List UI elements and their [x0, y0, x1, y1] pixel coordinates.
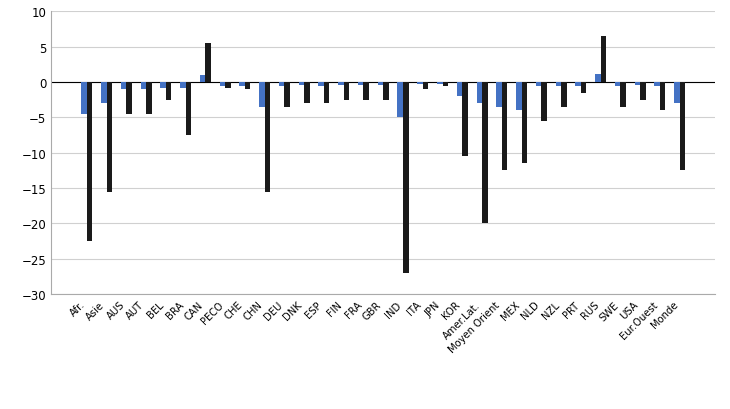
- Bar: [462, 83, 468, 157]
- Bar: [259, 83, 265, 108]
- Bar: [542, 83, 547, 121]
- Bar: [338, 83, 344, 85]
- Bar: [245, 83, 250, 90]
- Bar: [496, 83, 502, 108]
- Bar: [324, 83, 329, 104]
- Bar: [265, 83, 270, 192]
- Bar: [358, 83, 364, 85]
- Bar: [166, 83, 172, 101]
- Bar: [477, 83, 482, 104]
- Bar: [521, 83, 527, 164]
- Bar: [225, 83, 231, 88]
- Bar: [161, 83, 166, 88]
- Bar: [285, 83, 290, 108]
- Bar: [383, 83, 389, 101]
- Bar: [536, 83, 542, 86]
- Bar: [556, 83, 561, 86]
- Bar: [418, 83, 423, 85]
- Bar: [601, 37, 606, 83]
- Bar: [87, 83, 93, 242]
- Bar: [81, 83, 87, 115]
- Bar: [615, 83, 620, 86]
- Bar: [403, 83, 409, 273]
- Bar: [364, 83, 369, 101]
- Bar: [634, 83, 640, 85]
- Bar: [239, 83, 245, 86]
- Bar: [146, 83, 152, 115]
- Bar: [279, 83, 285, 86]
- Bar: [640, 83, 645, 101]
- Bar: [437, 83, 442, 85]
- Bar: [680, 83, 685, 171]
- Bar: [457, 83, 462, 97]
- Bar: [377, 83, 383, 85]
- Bar: [620, 83, 626, 108]
- Bar: [126, 83, 132, 115]
- Bar: [654, 83, 660, 86]
- Bar: [482, 83, 488, 224]
- Bar: [185, 83, 191, 136]
- Bar: [595, 74, 601, 83]
- Bar: [180, 83, 185, 88]
- Bar: [299, 83, 304, 85]
- Bar: [304, 83, 310, 104]
- Bar: [141, 83, 146, 90]
- Bar: [575, 83, 581, 86]
- Bar: [442, 83, 448, 86]
- Bar: [660, 83, 666, 111]
- Bar: [423, 83, 429, 90]
- Bar: [674, 83, 680, 104]
- Bar: [318, 83, 324, 87]
- Bar: [561, 83, 566, 108]
- Bar: [344, 83, 349, 101]
- Bar: [220, 83, 225, 86]
- Bar: [121, 83, 126, 90]
- Bar: [397, 83, 403, 118]
- Bar: [581, 83, 586, 93]
- Bar: [107, 83, 112, 192]
- Bar: [205, 44, 211, 83]
- Bar: [516, 83, 521, 111]
- Bar: [200, 76, 205, 83]
- Bar: [101, 83, 107, 104]
- Bar: [502, 83, 507, 171]
